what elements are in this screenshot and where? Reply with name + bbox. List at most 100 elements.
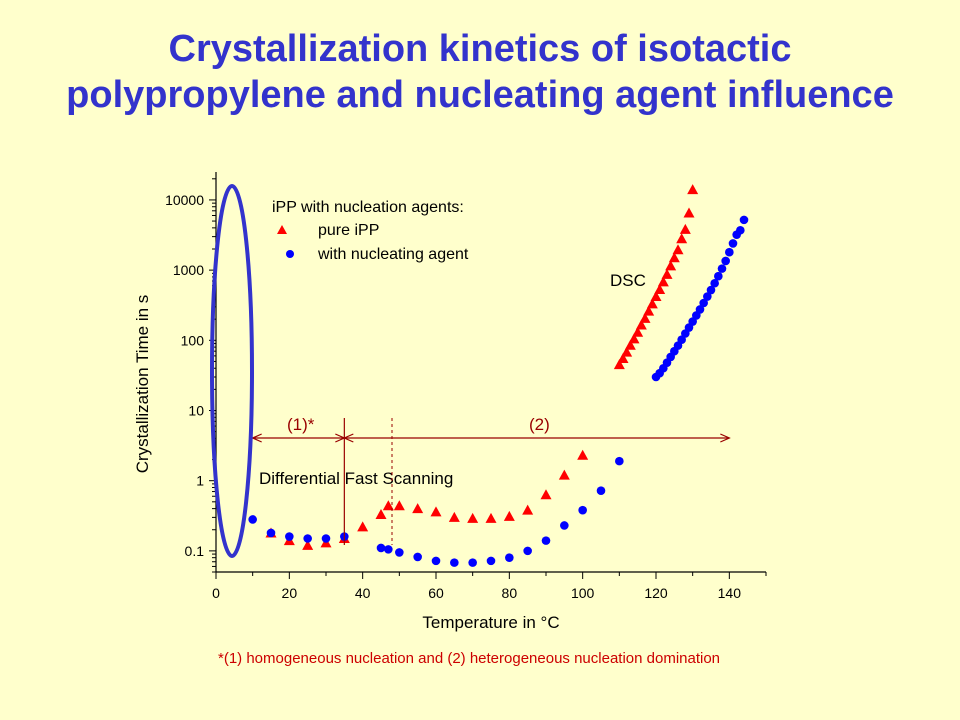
data-point-circle (714, 271, 723, 281)
y-axis-title: Crystallization Time in s (133, 295, 152, 474)
data-point-circle (450, 558, 459, 567)
data-point-triangle (624, 339, 636, 350)
y-tick-label: 0.1 (185, 543, 205, 559)
data-point-circle (699, 298, 708, 308)
data-point-triangle (375, 508, 387, 519)
x-tick-label: 100 (571, 585, 595, 601)
title-line-2: polypropylene and nucleating agent influ… (66, 74, 894, 116)
data-point-circle (615, 456, 624, 466)
x-tick-label: 140 (718, 585, 742, 601)
y-tick-label: 1 (196, 473, 204, 489)
data-point-triangle (485, 512, 497, 523)
legend-label-nucleated: with nucleating agent (317, 246, 469, 263)
data-point-circle (736, 225, 745, 235)
data-point-circle (710, 278, 719, 288)
data-point-circle (486, 556, 496, 566)
data-point-circle (523, 546, 532, 556)
data-point-triangle (643, 305, 655, 316)
data-point-triangle (672, 244, 684, 255)
data-point-triangle (430, 506, 442, 517)
data-point-circle (578, 505, 587, 515)
dsc-label: DSC (610, 271, 646, 290)
data-point-triangle (650, 291, 662, 302)
y-tick-label: 100 (181, 332, 205, 348)
data-point-triangle (661, 268, 673, 279)
data-point-triangle (522, 504, 534, 515)
data-point-triangle (577, 449, 589, 460)
data-point-triangle (632, 326, 644, 337)
data-point-triangle (646, 298, 658, 309)
data-marks (248, 184, 749, 567)
legend-circle-marker (286, 250, 294, 258)
data-point-triangle (393, 500, 405, 511)
highlight-ellipse (210, 184, 254, 558)
data-point-circle (431, 556, 441, 566)
data-point-triangle (448, 511, 460, 522)
data-point-triangle (382, 500, 394, 511)
region-arrows (251, 418, 731, 545)
data-point-circle (321, 534, 331, 543)
data-point-circle (677, 335, 686, 345)
data-point-circle (395, 548, 404, 557)
data-point-triangle (617, 353, 629, 364)
legend-title: iPP with nucleation agents: (272, 199, 464, 216)
data-point-triangle (668, 252, 680, 263)
data-point-triangle (558, 469, 570, 480)
x-tick-label: 0 (212, 585, 220, 601)
data-point-circle (384, 545, 393, 554)
data-point-triangle (687, 184, 699, 195)
data-point-circle (739, 215, 749, 225)
data-point-circle (468, 558, 477, 567)
data-point-triangle (613, 359, 625, 370)
data-point-circle (695, 305, 705, 314)
data-point-triangle (654, 283, 666, 294)
data-point-triangle (639, 312, 651, 323)
data-point-triangle (302, 539, 314, 550)
data-point-triangle (628, 333, 640, 344)
x-tick-label: 80 (502, 585, 518, 601)
data-point-circle (303, 534, 312, 543)
data-point-circle (285, 532, 294, 541)
legend: iPP with nucleation agents: pure iPP wit… (272, 199, 469, 263)
slide-title: Crystallization kinetics of isotactic po… (0, 26, 960, 118)
region-1-label: (1)* (287, 415, 315, 434)
footnote: *(1) homogeneous nucleation and (2) hete… (218, 650, 721, 667)
y-tick-label: 10000 (165, 192, 204, 208)
data-point-circle (505, 553, 514, 562)
data-point-triangle (665, 260, 677, 271)
x-tick-label: 120 (644, 585, 668, 601)
legend-label-pure: pure iPP (318, 222, 379, 239)
data-point-triangle (657, 276, 669, 287)
data-point-circle (706, 285, 716, 295)
data-point-circle (266, 528, 276, 538)
region-2-label: (2) (529, 415, 550, 434)
x-tick-label: 20 (282, 585, 298, 601)
data-point-triangle (676, 233, 688, 244)
data-point-triangle (621, 346, 633, 357)
data-point-circle (541, 536, 551, 545)
x-tick-label: 40 (355, 585, 371, 601)
legend-triangle-marker (277, 225, 287, 234)
title-line-1: Crystallization kinetics of isotactic (168, 28, 792, 70)
axes: 0 20 40 60 80 100 120 140 0.1 1 10 100 1000 10000 Temp… (133, 172, 767, 632)
dfs-label: Differential Fast Scanning (259, 469, 453, 488)
data-point-circle (717, 264, 727, 273)
data-point-triangle (540, 489, 552, 500)
x-axis-title: Temperature in °C (422, 613, 559, 632)
data-point-circle (560, 521, 569, 530)
data-point-circle (413, 552, 422, 562)
data-point-triangle (503, 510, 515, 521)
region-2-right-arrowhead (720, 433, 731, 443)
x-tick-label: 60 (428, 585, 444, 601)
y-tick-label: 1000 (173, 262, 204, 278)
data-point-circle (725, 247, 734, 257)
data-point-triangle (679, 223, 691, 234)
data-point-triangle (412, 503, 424, 514)
data-point-triangle (683, 207, 695, 218)
data-point-circle (703, 292, 712, 301)
data-point-triangle (467, 512, 479, 523)
data-point-triangle (357, 521, 369, 532)
data-point-circle (376, 543, 386, 553)
data-point-triangle (635, 319, 647, 330)
